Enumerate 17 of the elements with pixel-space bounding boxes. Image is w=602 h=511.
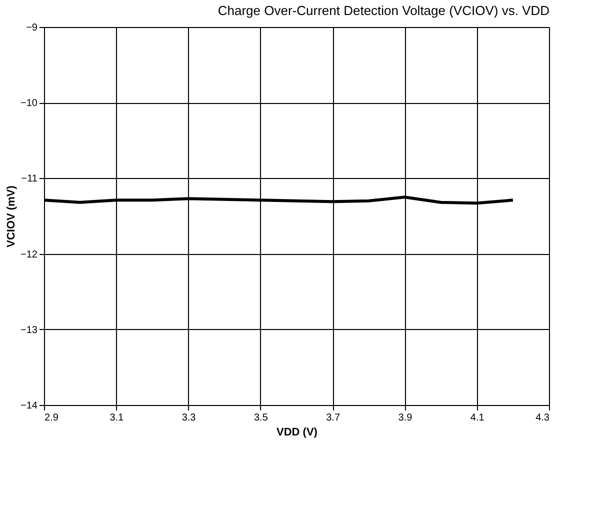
x-tick-label: 3.1 [110, 412, 124, 424]
x-tick-label: 3.3 [182, 412, 196, 424]
y-tick-label: −11 [21, 174, 38, 185]
y-tick-label: −13 [20, 324, 38, 336]
x-tick-label: 2.9 [44, 412, 59, 424]
x-tick-label: 4.3 [536, 412, 550, 424]
y-tick-label: −10 [20, 98, 38, 110]
y-tick-label: −9 [26, 22, 38, 34]
x-tick-label: 4.1 [470, 412, 485, 424]
y-tick-label: −12 [20, 249, 38, 260]
y-axis-title: VCIOV (mV) [6, 185, 18, 248]
x-tick-label: 3.5 [254, 412, 268, 424]
x-tick-label: 3.7 [326, 412, 340, 424]
y-tick-label: −14 [20, 400, 38, 412]
x-tick-label: 3.9 [398, 412, 413, 424]
chart-title: Charge Over-Current Detection Voltage (VCIOV) vs. VDD [218, 3, 550, 18]
x-axis-title: VDD (V) [276, 426, 318, 438]
